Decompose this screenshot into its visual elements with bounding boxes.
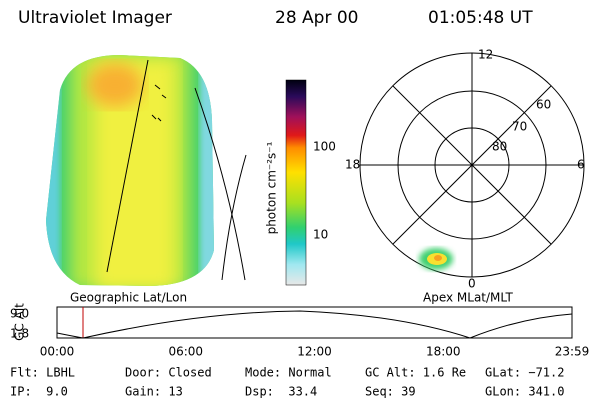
- colorbar-tick: 100: [313, 140, 336, 154]
- x-ticks: 00:00 06:00 12:00 18:00 23:59: [40, 345, 590, 359]
- altitude-frame: [56, 306, 573, 339]
- map-lines: [106, 59, 247, 281]
- x-tick-label: 23:59: [555, 345, 590, 359]
- lat-label: 70: [512, 120, 527, 134]
- polar-grid: [359, 52, 585, 278]
- caption: Geographic Lat/Lon: [70, 291, 187, 305]
- footer-field: Mode: Normal: [245, 366, 332, 380]
- geographic-image: [46, 55, 214, 286]
- altitude-curve: [56, 310, 573, 339]
- footer-field: IP: 9.0: [10, 385, 68, 399]
- footer-field: Seq: 39: [365, 385, 416, 399]
- lat-label: 60: [536, 98, 551, 112]
- footer-field: Gain: 13: [125, 385, 183, 399]
- footer-field: Dsp: 33.4: [245, 385, 317, 399]
- hour-label: 18: [345, 158, 360, 172]
- time: 01:05:48 UT: [428, 8, 533, 28]
- hour-label: 0: [468, 277, 476, 291]
- y-tick-label: 9.0: [10, 307, 29, 321]
- colorbar-label: photon cm⁻²s⁻¹: [265, 141, 279, 234]
- x-tick-label: 00:00: [40, 345, 75, 359]
- colorbar: [285, 79, 307, 286]
- footer-field: GC Alt: 1.6 Re: [365, 366, 466, 380]
- footer: Flt: LBHL Door: Closed Mode: Normal GC Alt:…: [10, 366, 564, 399]
- title: Ultraviolet Imager: [18, 8, 172, 28]
- polar-image: [419, 248, 453, 270]
- y-label: GC Alt: [13, 303, 27, 341]
- lat-label: 80: [492, 140, 507, 154]
- footer-field: Door: Closed: [125, 366, 212, 380]
- footer-field: GLon: 341.0: [485, 385, 564, 399]
- x-tick-label: 12:00: [297, 345, 332, 359]
- date: 28 Apr 00: [275, 8, 358, 28]
- hour-label: 12: [478, 48, 493, 62]
- hour-label: 6: [577, 158, 585, 172]
- x-tick-label: 18:00: [426, 345, 461, 359]
- y-tick-label: 1.8: [10, 327, 29, 341]
- colorbar-tick: 10: [313, 228, 328, 242]
- caption: Apex MLat/MLT: [423, 291, 513, 305]
- footer-field: Flt: LBHL: [10, 366, 75, 380]
- footer-field: GLat: −71.2: [485, 366, 564, 380]
- x-tick-label: 06:00: [168, 345, 203, 359]
